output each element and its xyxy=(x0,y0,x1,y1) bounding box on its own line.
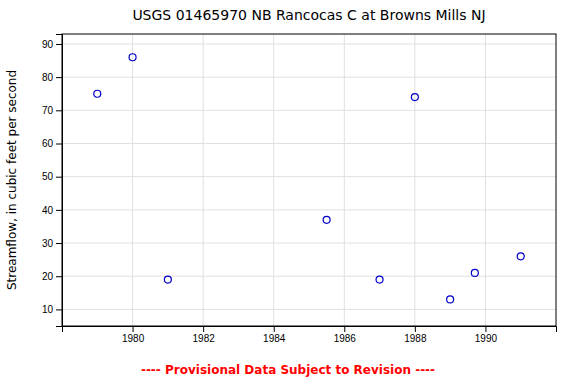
x-tick: 1982 xyxy=(193,326,216,344)
x-tick-label: 1980 xyxy=(122,333,145,344)
x-tick-label: 1988 xyxy=(404,333,427,344)
y-tick: 20 xyxy=(42,271,62,282)
y-tick: 40 xyxy=(42,205,62,216)
y-tick-label: 50 xyxy=(42,171,54,182)
grid-line xyxy=(273,34,274,326)
grid-line xyxy=(62,110,556,111)
x-tick-mark xyxy=(274,326,275,332)
title: USGS 01465970 NB Rancocas C at Browns Mi… xyxy=(132,7,485,23)
annotation: ---- Provisional Data Subject to Revisio… xyxy=(141,363,435,377)
y-tick-mark xyxy=(56,110,62,111)
grid-line xyxy=(344,34,345,326)
x-tick-mark xyxy=(133,326,134,332)
x-tick-mark xyxy=(344,326,345,332)
y-tick-label: 90 xyxy=(42,39,54,50)
y-tick-label: 30 xyxy=(42,238,54,249)
y-tick: 10 xyxy=(42,304,62,315)
points xyxy=(94,54,524,303)
y-tick-mark xyxy=(56,77,62,78)
x-tick-mark xyxy=(203,326,204,332)
y-tick-label: 40 xyxy=(42,205,54,216)
grid xyxy=(62,34,556,326)
y-tick: 50 xyxy=(42,171,62,182)
grid-line xyxy=(485,34,486,326)
y-tick: 60 xyxy=(42,138,62,149)
x-tick-label: 1990 xyxy=(475,333,498,344)
point xyxy=(447,296,454,303)
y-tick-label: 10 xyxy=(42,304,54,315)
grid-line xyxy=(203,34,204,326)
grid-line xyxy=(62,43,556,44)
x-tick: 1984 xyxy=(263,326,286,344)
y-axis-title: Streamflow, in cubic feet per second xyxy=(5,70,19,290)
grid-line xyxy=(62,243,556,244)
grid-line xyxy=(62,309,556,310)
x-tick: 1986 xyxy=(334,326,357,344)
plot: 1980 1982 1984 1986 1988 1990 10 20 30 40 50 60 70 80… xyxy=(42,34,557,344)
y-tick-mark xyxy=(56,276,62,277)
grid-line xyxy=(62,276,556,277)
point xyxy=(94,90,101,97)
grid-line xyxy=(414,34,415,326)
y-axis: 10 20 30 40 50 60 70 80 90 xyxy=(42,35,63,327)
point xyxy=(471,269,478,276)
point xyxy=(129,54,136,61)
y-tick-label: 60 xyxy=(42,138,54,149)
point xyxy=(411,94,418,101)
grid-line xyxy=(62,209,556,210)
x-axis: 1980 1982 1984 1986 1988 1990 xyxy=(63,326,557,344)
y-tick: 90 xyxy=(42,39,62,50)
y-tick-label: 20 xyxy=(42,271,54,282)
grid-line xyxy=(62,77,556,78)
x-tick-label: 1984 xyxy=(263,333,286,344)
y-tick: 30 xyxy=(42,238,62,249)
point xyxy=(517,253,524,260)
y-tick-mark xyxy=(56,44,62,45)
y-tick-mark xyxy=(56,309,62,310)
x-tick: 1990 xyxy=(475,326,498,344)
y-tick-label: 70 xyxy=(42,105,54,116)
point xyxy=(376,276,383,283)
grid-line xyxy=(62,143,556,144)
chart: 1980 1982 1984 1986 1988 1990 10 20 30 40 50 60 70 80… xyxy=(0,0,576,384)
grid-line xyxy=(132,34,133,326)
x-tick-mark xyxy=(485,326,486,332)
y-tick-mark xyxy=(56,177,62,178)
y-tick-mark xyxy=(56,243,62,244)
x-tick: 1980 xyxy=(122,326,145,344)
y-tick: 80 xyxy=(42,72,62,83)
y-tick: 70 xyxy=(42,105,62,116)
point xyxy=(164,276,171,283)
x-axis-line xyxy=(63,327,557,333)
x-tick-mark xyxy=(415,326,416,332)
y-tick-mark xyxy=(56,210,62,211)
plot-frame xyxy=(62,34,556,326)
x-tick-label: 1986 xyxy=(334,333,357,344)
x-tick: 1988 xyxy=(404,326,427,344)
y-tick-label: 80 xyxy=(42,72,54,83)
x-tick-label: 1982 xyxy=(193,333,216,344)
y-tick-mark xyxy=(56,144,62,145)
grid-line xyxy=(62,176,556,177)
point xyxy=(323,216,330,223)
